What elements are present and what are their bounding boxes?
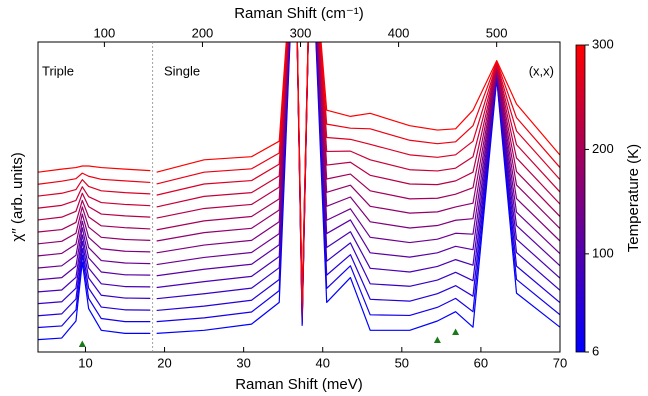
x-tick-label: 70 [553, 355, 567, 370]
x-tick-label: 60 [474, 355, 488, 370]
x-axis-title: Raman Shift (meV) [235, 376, 363, 393]
spectrum-line [38, 42, 560, 308]
x-tick-label: 30 [236, 355, 250, 370]
x2-tick-label: 200 [192, 25, 214, 40]
x2-tick-label: 400 [388, 25, 410, 40]
plot-frame [37, 41, 561, 353]
x2-tick-label: 300 [290, 25, 312, 40]
marker-triangle [452, 328, 460, 335]
marker-triangle [433, 336, 441, 343]
spectrum-line [38, 42, 560, 314]
colorbar-tick-label: 6 [592, 343, 599, 358]
spectrum-line [38, 42, 560, 341]
annotation: (x,x) [529, 63, 554, 78]
spectrum-line [38, 42, 560, 319]
spectrum-line [38, 42, 560, 329]
marker-triangle [78, 340, 86, 347]
spectrum-line [38, 42, 560, 317]
spectrum-line [38, 42, 560, 303]
spectrum-line [38, 42, 560, 323]
spectrum-line [38, 42, 560, 305]
x2-tick-label: 500 [486, 25, 508, 40]
x-tick-label: 50 [395, 355, 409, 370]
x2-tick-label: 100 [94, 25, 116, 40]
colorbar-tick-label: 200 [592, 141, 614, 156]
spectrum-line [38, 42, 560, 307]
x2-axis-title: Raman Shift (cm⁻¹) [234, 5, 364, 22]
x-tick-label: 20 [157, 355, 171, 370]
y-axis-title: χ′′ (arb. units) [9, 152, 26, 241]
annotation: Triple [42, 63, 74, 78]
annotation: Single [164, 63, 200, 78]
colorbar-tick-label: 100 [592, 245, 614, 260]
x-tick-label: 40 [315, 355, 329, 370]
spectrum-line [38, 42, 560, 316]
spectrum-line [38, 42, 560, 321]
spectrum-line [38, 42, 560, 312]
spectrum-line [38, 42, 560, 301]
colorbar [575, 44, 586, 353]
curves [38, 42, 560, 341]
colorbar-tick-label: 300 [592, 36, 614, 51]
x-tick-label: 10 [78, 355, 92, 370]
spectrum-line [38, 42, 560, 310]
colorbar-title: Temperature (K) [625, 144, 642, 252]
